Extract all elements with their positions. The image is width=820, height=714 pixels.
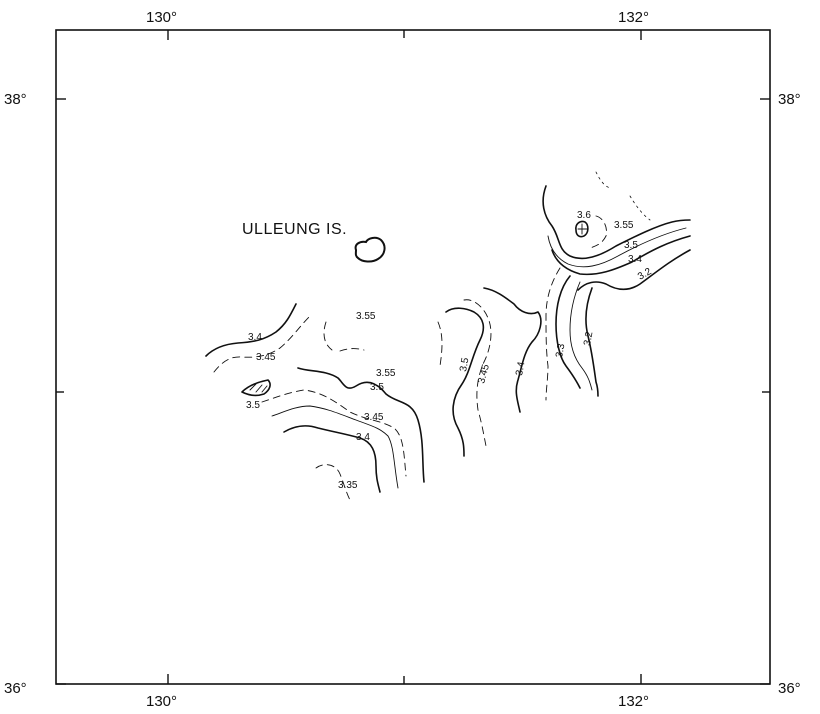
- tick-label-top-130: 130°: [146, 9, 177, 26]
- contour-label-ne-3.55: 3.55: [614, 220, 634, 231]
- contour-center-3.5: [261, 389, 407, 477]
- contour-ne-3.6-closed: [575, 220, 589, 238]
- contour-ne-3.4: [551, 235, 691, 276]
- contour-label-west-3.4: 3.4: [248, 332, 262, 343]
- contour-ne-dotted: [595, 171, 651, 221]
- contour-label-mid-3.5: 3.5: [458, 356, 471, 372]
- contour-center-3.55: [297, 367, 425, 483]
- contour-east-3.2: [585, 287, 599, 397]
- tick-label-bottom-130: 130°: [146, 693, 177, 710]
- contour-east-3.35: [545, 267, 561, 401]
- contour-mid-3.4: [483, 287, 542, 413]
- contour-west-3.5-hatch: [249, 383, 268, 393]
- contour-mid-3.45: [463, 299, 492, 447]
- contour-label-center-3.5: 3.5: [370, 382, 384, 393]
- contour-east-3.3: [555, 275, 581, 389]
- contour-west-3.4: [205, 303, 297, 357]
- tick-label-right-36: 36°: [778, 680, 801, 697]
- contour-ne-3.6-inner: [577, 223, 588, 235]
- contour-label-center-3.45: 3.45: [364, 412, 384, 423]
- contour-mid-3.4-dash: [437, 321, 443, 367]
- tick-label-right-38: 38°: [778, 91, 801, 108]
- contour-center-3.4: [283, 425, 381, 493]
- contour-label-center-3.4: 3.4: [356, 432, 370, 443]
- contour-label-west-3.45: 3.45: [256, 352, 276, 363]
- contour-ne-3.2: [577, 249, 691, 291]
- contour-label-west-3.5: 3.5: [246, 400, 260, 411]
- tick-label-bottom-132: 132°: [618, 693, 649, 710]
- contour-center-3.45: [271, 405, 399, 489]
- contour-west-3.45: [213, 315, 311, 373]
- contour-label-center-3.55-mid: 3.55: [376, 368, 396, 379]
- ulleung-island-label: ULLEUNG IS.: [242, 221, 347, 238]
- contour-center-3.55-small: [339, 348, 365, 352]
- contour-label-ne-3.6: 3.6: [577, 210, 591, 221]
- contour-west-3.5-closed: [241, 379, 271, 397]
- contour-label-ne-3.5: 3.5: [624, 240, 638, 251]
- contour-center-3.55-loop: [323, 321, 333, 351]
- contour-ne-3.5: [542, 185, 691, 260]
- tick-label-top-132: 132°: [618, 9, 649, 26]
- contour-label-center-3.55-top: 3.55: [356, 311, 376, 322]
- ulleung-island-shape: [354, 236, 386, 263]
- map-frame: [55, 29, 771, 685]
- contour-label-east-3.2: 3.2: [582, 330, 595, 346]
- contour-label-ne-3.2: 3.2: [636, 266, 654, 283]
- contour-ne-3.45: [547, 227, 687, 268]
- contour-label-center-3.35: 3.35: [338, 480, 358, 491]
- contour-label-east-3.3: 3.3: [554, 342, 567, 358]
- contour-label-mid-3.45: 3.45: [476, 363, 492, 385]
- tick-label-left-36: 36°: [4, 680, 27, 697]
- tick-label-left-38: 38°: [4, 91, 27, 108]
- contour-east-3.25: [569, 281, 593, 391]
- contour-mid-3.5: [445, 307, 485, 457]
- contour-label-mid-3.4: 3.4: [514, 360, 527, 376]
- contour-label-ne-3.4: 3.4: [628, 254, 642, 265]
- contour-ne-3.55: [589, 215, 607, 249]
- contour-center-3.35: [315, 464, 351, 501]
